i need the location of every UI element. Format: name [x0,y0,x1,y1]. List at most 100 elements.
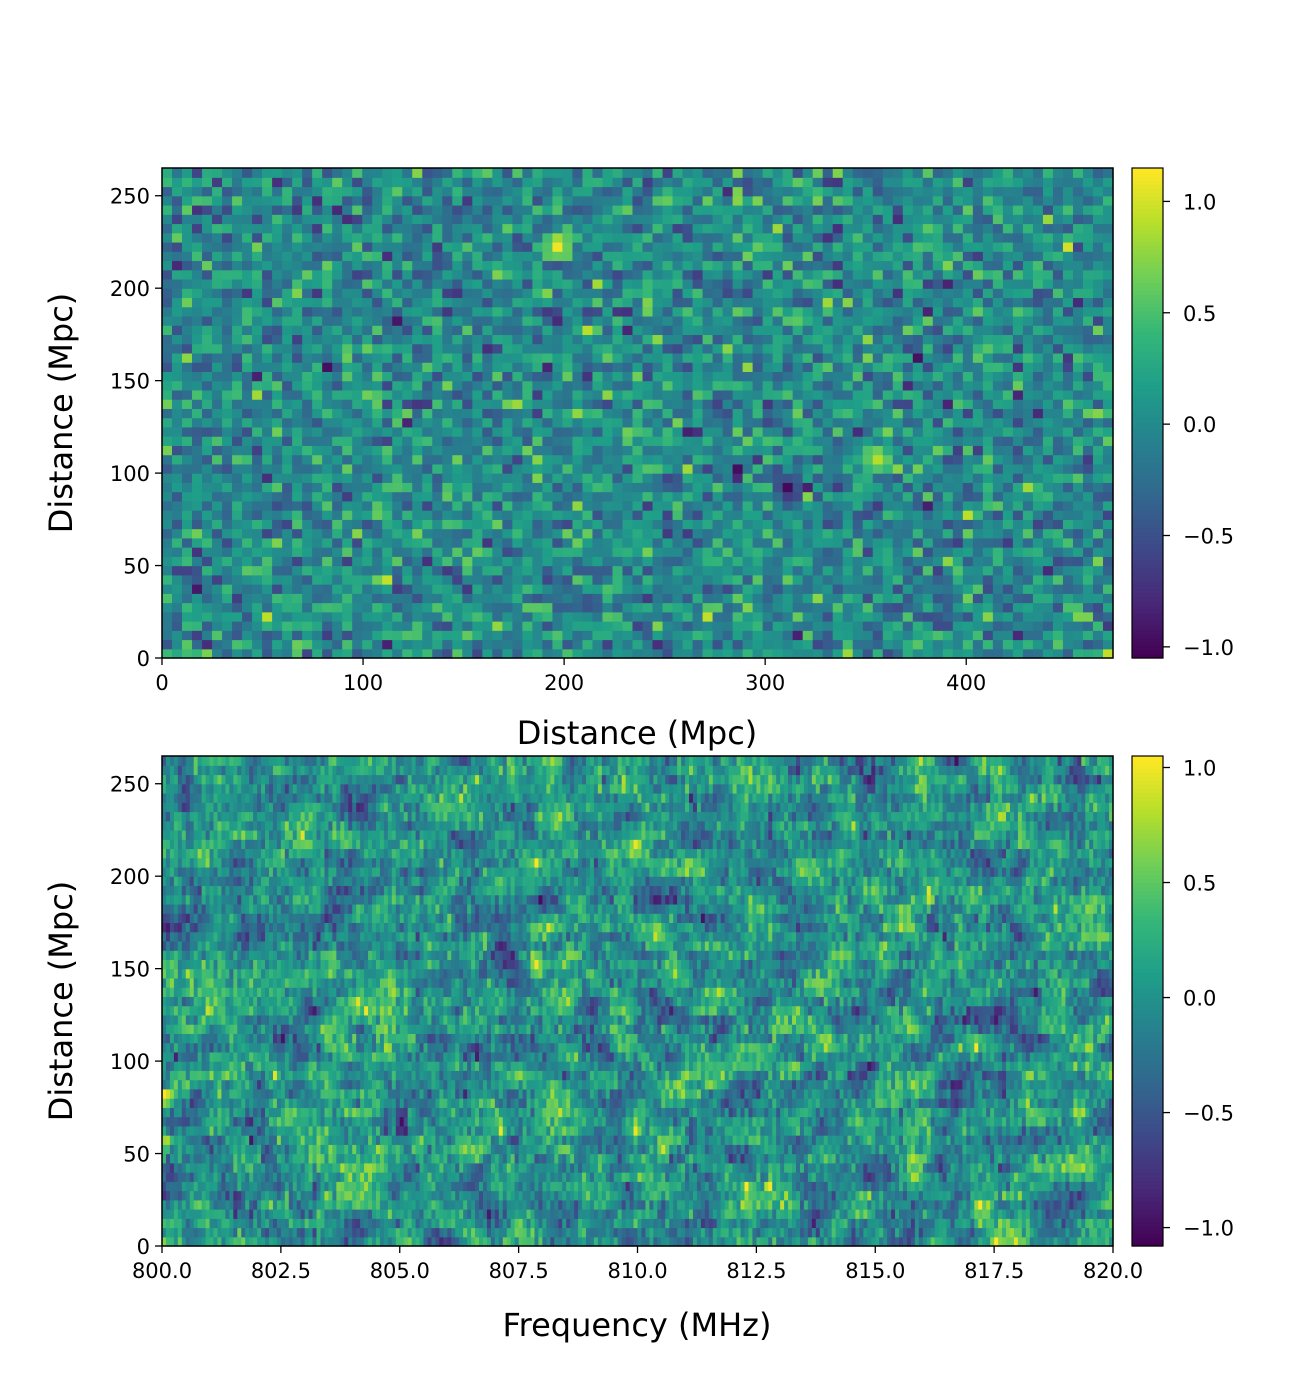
heatmap-cell [1072,436,1084,446]
heatmap-cell [572,399,584,409]
heatmap-cell [912,325,924,336]
heatmap-cell [662,556,674,567]
heatmap-cell [902,519,914,530]
heatmap-cell [722,417,734,428]
heatmap-cell [412,352,423,363]
heatmap-cell [292,315,303,326]
heatmap-cell [1032,510,1044,520]
heatmap-cell [892,417,904,428]
heatmap-cell [262,223,273,234]
heatmap-cell [852,528,864,539]
heatmap-cell [792,482,804,493]
heatmap-cell [662,426,674,437]
heatmap-cell [572,389,584,400]
heatmap-cell [692,352,704,363]
heatmap-cell [552,537,564,548]
heatmap-cell [552,288,564,299]
heatmap-cell [602,593,614,604]
heatmap-cell [202,195,213,206]
heatmap-cell [692,195,704,206]
heatmap-cell [182,556,193,567]
heatmap-cell [242,426,253,437]
heatmap-cell [182,306,193,317]
heatmap-cell [822,177,834,188]
heatmap-cell [442,186,453,197]
heatmap-cell [302,232,313,243]
heatmap-cell [842,417,854,428]
heatmap-cell [372,297,383,308]
heatmap-cell [832,463,844,474]
heatmap-cell [312,584,323,594]
heatmap-cell [232,241,243,252]
heatmap-cell [172,463,183,474]
heatmap-cell [222,251,233,262]
heatmap-cell [932,556,944,567]
heatmap-cell [702,639,714,650]
heatmap-cell [572,602,584,613]
heatmap-cell [1042,380,1054,391]
heatmap-cell [992,325,1004,336]
heatmap-cell [1082,204,1094,215]
heatmap-cell [942,454,954,465]
heatmap-cell [412,547,423,557]
heatmap-cell [252,454,263,465]
heatmap-cell [482,417,493,428]
heatmap-cell [1102,593,1114,604]
heatmap-cell [672,334,684,345]
heatmap-cell [532,288,543,299]
heatmap-cell [372,556,383,567]
heatmap-cell [472,362,483,372]
heatmap-cell [1092,565,1104,576]
heatmap-cell [432,528,443,539]
heatmap-cell [252,426,263,437]
heatmap-cell [442,584,453,594]
heatmap-cell [682,473,694,483]
heatmap-cell [702,380,714,391]
heatmap-cell [552,417,564,428]
heatmap-cell [872,362,884,372]
heatmap-cell [1032,473,1044,483]
heatmap-cell [202,306,213,317]
heatmap-cell [522,195,533,206]
heatmap-cell [982,491,994,502]
heatmap-cell [792,454,804,465]
heatmap-cell [172,537,183,548]
heatmap-cell [402,352,413,363]
heatmap-cell [842,408,854,419]
heatmap-cell [402,214,413,225]
heatmap-cell [302,621,313,631]
heatmap-cell [1032,491,1044,502]
heatmap-cell [952,556,964,567]
heatmap-cell [1012,547,1024,557]
heatmap-cell [482,168,493,178]
heatmap-cell [242,574,253,585]
heatmap-cell [552,195,564,206]
heatmap-cell [832,648,844,659]
heatmap-cell [482,204,493,215]
heatmap-cell [412,325,423,336]
heatmap-cell [1032,399,1044,409]
heatmap-cell [582,482,594,493]
heatmap-cell [972,288,984,299]
heatmap-cell [292,537,303,548]
heatmap-cell [402,278,413,289]
heatmap-cell [552,362,564,372]
heatmap-cell [982,278,994,289]
heatmap-cell [462,269,473,280]
heatmap-cell [972,371,984,382]
heatmap-cell [362,547,373,557]
heatmap-cell [642,482,654,493]
heatmap-cell [292,408,303,419]
heatmap-cell [812,315,824,326]
heatmap-cell [422,204,433,215]
heatmap-cell [482,510,493,520]
heatmap-cell [1062,278,1074,289]
heatmap-cell [1012,380,1024,391]
heatmap-cell [1102,537,1114,548]
heatmap-cell [592,352,604,363]
heatmap-cell [412,343,423,354]
heatmap-cell [432,426,443,437]
heatmap-cell [862,269,874,280]
heatmap-cell [232,436,243,446]
heatmap-cell [792,565,804,576]
